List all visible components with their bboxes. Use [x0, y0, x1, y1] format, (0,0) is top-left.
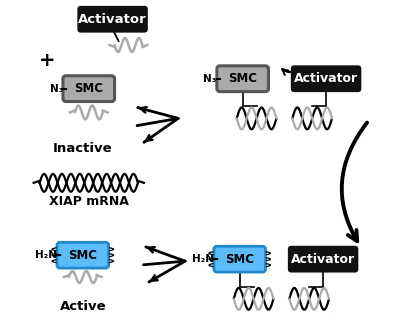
Text: Activator: Activator: [78, 13, 147, 26]
Text: SMC: SMC: [74, 82, 103, 95]
Text: N₃: N₃: [50, 84, 63, 94]
Text: Activator: Activator: [294, 72, 358, 85]
FancyBboxPatch shape: [288, 246, 359, 273]
Text: Active: Active: [59, 300, 106, 313]
Text: H₂N: H₂N: [35, 250, 57, 260]
FancyBboxPatch shape: [217, 66, 268, 92]
Text: SMC: SMC: [228, 72, 257, 85]
Text: SMC: SMC: [68, 249, 97, 262]
Text: H₂N: H₂N: [192, 254, 214, 264]
FancyBboxPatch shape: [214, 246, 266, 272]
FancyBboxPatch shape: [77, 6, 148, 32]
FancyBboxPatch shape: [63, 76, 115, 101]
FancyBboxPatch shape: [291, 65, 361, 92]
Text: N₃: N₃: [203, 74, 217, 84]
Text: Inactive: Inactive: [53, 142, 113, 155]
Text: XIAP mRNA: XIAP mRNA: [49, 195, 129, 208]
Text: +: +: [39, 51, 55, 71]
Text: Activator: Activator: [291, 253, 355, 266]
Text: SMC: SMC: [225, 253, 254, 266]
FancyBboxPatch shape: [57, 242, 109, 268]
